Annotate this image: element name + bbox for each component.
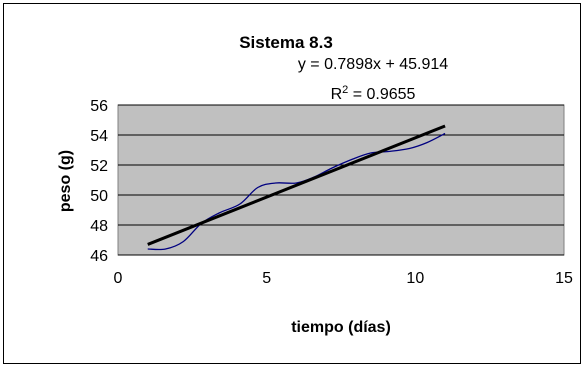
r-squared-value: = 0.9655: [348, 86, 415, 103]
y-tick-label-50: 50: [90, 188, 108, 205]
x-tick-label-0: 0: [114, 270, 123, 287]
y-tick-label-52: 52: [90, 158, 108, 175]
y-tick-label-54: 54: [90, 128, 108, 145]
x-axis-label: tiempo (días): [291, 319, 391, 336]
y-axis-label: peso (g): [57, 150, 74, 212]
plot-area: [118, 105, 564, 255]
r-squared-prefix: R: [331, 86, 343, 103]
x-tick-label-15: 15: [555, 270, 573, 287]
y-tick-label-56: 56: [90, 98, 108, 115]
y-tick-label-46: 46: [90, 248, 108, 265]
chart-title: Sistema 8.3: [239, 33, 333, 52]
x-tick-label-10: 10: [406, 270, 424, 287]
trendline-equation: y = 0.7898x + 45.914: [298, 56, 448, 73]
x-tick-label-5: 5: [262, 270, 271, 287]
y-tick-label-48: 48: [90, 218, 108, 235]
